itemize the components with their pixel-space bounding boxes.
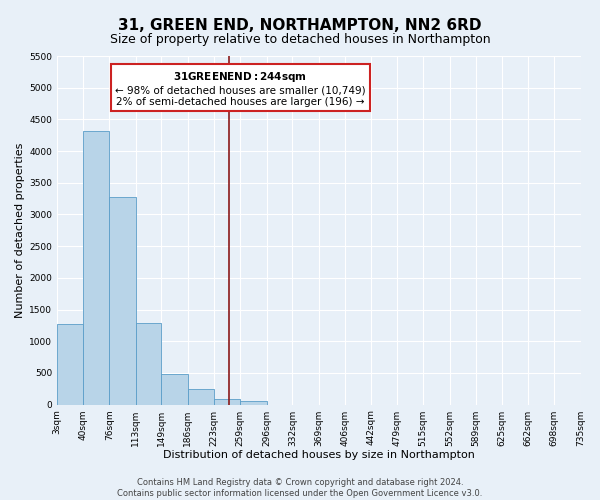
Text: Contains HM Land Registry data © Crown copyright and database right 2024.
Contai: Contains HM Land Registry data © Crown c… — [118, 478, 482, 498]
Bar — [188, 390, 214, 404]
Bar — [57, 324, 83, 404]
Text: $\bf{31 GREEN END: 244sqm}$
← 98% of detached houses are smaller (10,749)
2% of : $\bf{31 GREEN END: 244sqm}$ ← 98% of det… — [115, 70, 365, 107]
Bar — [83, 131, 109, 404]
Bar — [109, 196, 136, 404]
Text: 31, GREEN END, NORTHAMPTON, NN2 6RD: 31, GREEN END, NORTHAMPTON, NN2 6RD — [118, 18, 482, 32]
Y-axis label: Number of detached properties: Number of detached properties — [15, 142, 25, 318]
Bar — [136, 323, 161, 404]
Text: Size of property relative to detached houses in Northampton: Size of property relative to detached ho… — [110, 32, 490, 46]
Bar — [240, 401, 266, 404]
X-axis label: Distribution of detached houses by size in Northampton: Distribution of detached houses by size … — [163, 450, 475, 460]
Bar — [161, 374, 188, 404]
Bar — [214, 399, 240, 404]
